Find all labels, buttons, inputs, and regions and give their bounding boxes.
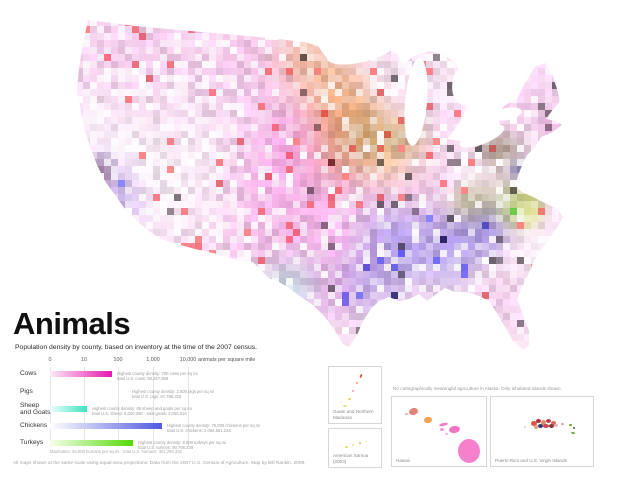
scale-unit-label: animals per square mile: [198, 357, 256, 363]
legend-bar-chickens: [50, 423, 162, 429]
inset-label-samoa: American Samoa (2003): [333, 453, 369, 464]
legend-label-sheep-goats: Sheep and Goats: [20, 402, 51, 417]
inset-label-guam: Guam and Northern Marianas: [333, 409, 374, 420]
legend-note-chickens: Highest county density: 75,000 chickens …: [167, 422, 261, 434]
legend-bar-sheep-goats: [50, 406, 87, 412]
legend-bar-pigs: [50, 389, 127, 395]
human-density-note: Manhattan: 50,000 humans per sq mi · tot…: [50, 449, 182, 454]
scale-tick-label: 1,000: [146, 357, 160, 363]
legend-bar-turkeys: [50, 440, 133, 446]
legend-note-cows: Highest county density: 700 cows per sq …: [117, 370, 198, 382]
scale-tick-label: 10,000: [179, 357, 197, 363]
inset-puerto-rico: Puerto Rico and U.S. Virgin Islands: [490, 396, 594, 467]
lake-shape: [459, 124, 505, 148]
legend-note-turkeys: Highest county density: 9,500 turkeys pe…: [138, 439, 226, 451]
legend-gridline: [188, 367, 189, 447]
legend-label-chickens: Chickens: [20, 422, 48, 429]
legend-label-pigs: Pigs: [20, 388, 33, 395]
legend-gridline: [118, 367, 119, 447]
footer-credit: All maps shown at the same scale using e…: [13, 461, 306, 466]
scale-tick-label: 0: [48, 357, 52, 363]
lake-shape: [404, 58, 428, 146]
legend-label-turkeys: Turkeys: [20, 439, 44, 446]
legend-note-sheep-goats: Highest county density: 65 sheep and goa…: [92, 405, 192, 417]
inset-map-samoa: [345, 441, 367, 448]
inset-label-hawaii: Hawaii: [396, 457, 410, 463]
legend-gridline: [153, 367, 154, 447]
subtitle: Population density by county, based on i…: [15, 344, 258, 351]
scale-tick-label: 10: [81, 357, 87, 363]
county-mosaic: [77, 20, 563, 350]
legend-bar-cows: [50, 371, 112, 377]
inset-map-puerto-rico: [524, 419, 575, 435]
lake-shape: [492, 107, 522, 121]
inset-map-hawaii: [405, 407, 481, 463]
inset-samoa: American Samoa (2003): [328, 428, 382, 468]
inset-map-guam: [343, 374, 363, 407]
inset-guam: Guam and Northern Marianas: [328, 366, 382, 424]
inset-hawaii: Hawaii: [391, 396, 487, 467]
lake-shape: [326, 35, 398, 65]
legend-label-cows: Cows: [20, 370, 37, 377]
page-title: Animals: [13, 306, 131, 341]
inset-label-puerto-rico: Puerto Rico and U.S. Virgin Islands: [495, 457, 567, 463]
legend-note-pigs: Highest county density: 2,500 pigs per s…: [132, 388, 215, 400]
alaska-note: No cartographically meaningful agricultu…: [393, 386, 562, 391]
lake-shape: [452, 58, 488, 106]
scale-tick-label: 100: [113, 357, 123, 363]
